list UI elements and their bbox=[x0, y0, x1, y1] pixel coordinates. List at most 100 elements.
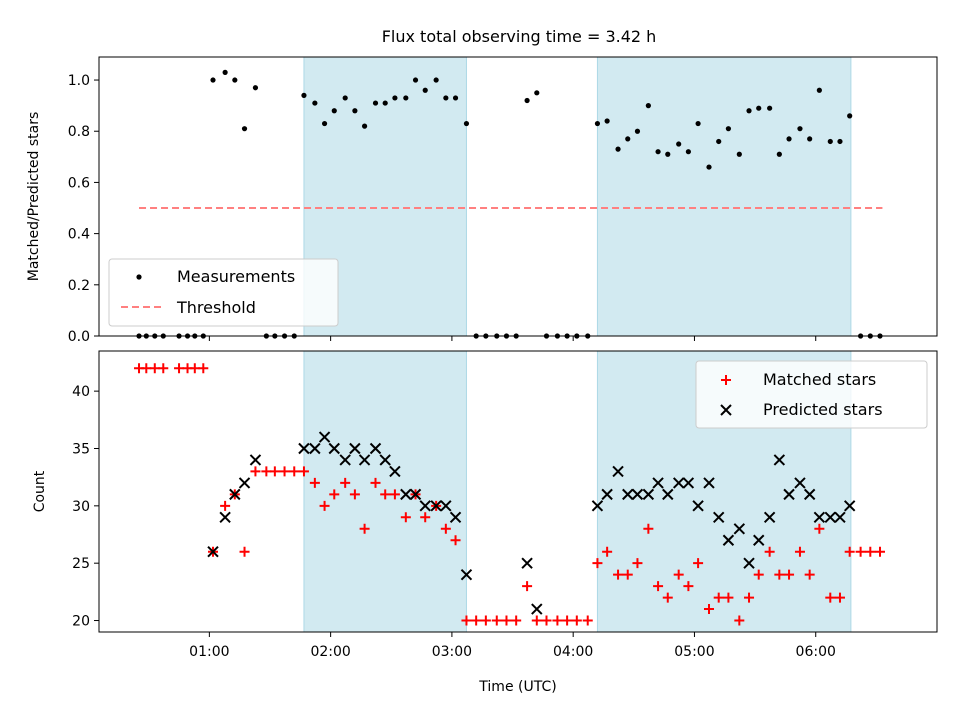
legend-measurement-marker bbox=[136, 274, 142, 280]
matched-star-point bbox=[541, 615, 552, 626]
measurement-point bbox=[222, 69, 228, 75]
matched-star-point bbox=[149, 363, 160, 374]
measurement-point bbox=[625, 136, 631, 142]
matched-star-point bbox=[461, 615, 472, 626]
matched-star-point bbox=[764, 546, 775, 557]
measurement-point bbox=[312, 100, 318, 106]
measurement-point bbox=[443, 95, 449, 101]
ratio-y-axis-label: Matched/Predicted stars bbox=[26, 112, 42, 282]
predicted-star-point bbox=[733, 523, 746, 535]
predicted-star-point bbox=[400, 488, 412, 501]
matched-star-point bbox=[158, 363, 169, 374]
measurement-point bbox=[392, 95, 398, 101]
x-tick-label: 02:00 bbox=[310, 644, 350, 660]
measurement-point bbox=[797, 126, 803, 132]
matched-star-point bbox=[683, 581, 694, 592]
measurement-point bbox=[837, 138, 843, 145]
matched-star-point bbox=[471, 615, 482, 626]
measurement-point bbox=[372, 100, 379, 106]
measurement-point bbox=[361, 123, 368, 129]
measurement-point bbox=[352, 108, 358, 114]
measurement-point bbox=[725, 126, 732, 132]
ratio-panel: 0.0 0.2 0.4 0.6 0.8 1.0 Matched/Predicted sta… bbox=[26, 56, 938, 345]
predicted-star-point bbox=[389, 465, 401, 478]
matched-star-point bbox=[370, 477, 381, 488]
measurement-point bbox=[685, 149, 691, 155]
predicted-star-point bbox=[773, 454, 786, 466]
y-tick-label: 30 bbox=[72, 499, 90, 515]
legend-threshold-label: Threshold bbox=[176, 298, 256, 317]
predicted-star-point bbox=[763, 511, 776, 524]
predicted-star-point bbox=[722, 534, 735, 546]
predicted-star-point bbox=[238, 477, 251, 489]
measurement-point bbox=[816, 87, 822, 93]
measurement-point bbox=[342, 95, 348, 101]
matched-star-point bbox=[592, 558, 603, 569]
measurement-point bbox=[615, 146, 621, 152]
x-tick-label: 06:00 bbox=[796, 644, 836, 660]
measurement-point bbox=[594, 120, 601, 127]
matched-star-point bbox=[602, 546, 613, 557]
measurement-point bbox=[807, 136, 813, 142]
matched-star-point bbox=[440, 523, 451, 534]
predicted-star-point bbox=[703, 477, 715, 489]
measurement-point bbox=[301, 92, 307, 98]
matched-star-point bbox=[653, 581, 664, 592]
measurement-point bbox=[422, 87, 428, 93]
measurement-point bbox=[452, 95, 459, 101]
matched-star-point bbox=[562, 615, 573, 626]
predicted-star-point bbox=[309, 442, 321, 455]
matched-star-point bbox=[875, 546, 886, 557]
matched-star-point bbox=[522, 581, 533, 592]
count-y-axis-label: Count bbox=[32, 470, 48, 512]
matched-star-point bbox=[329, 489, 340, 500]
predicted-star-point bbox=[652, 477, 664, 489]
predicted-star-point bbox=[369, 442, 382, 455]
predicted-star-point bbox=[794, 477, 806, 489]
predicted-star-point bbox=[662, 488, 674, 501]
ratio-legend: Measurements Threshold bbox=[108, 258, 339, 327]
predicted-star-point bbox=[521, 557, 533, 569]
measurement-point bbox=[241, 126, 248, 132]
measurement-point bbox=[645, 103, 651, 109]
count-panel: 20 25 30 35 40 01:00 02:00 03:00 04:00 05:00 06:0… bbox=[32, 350, 938, 695]
matched-star-point bbox=[744, 592, 755, 603]
matched-star-point bbox=[582, 615, 593, 626]
y-tick-label: 25 bbox=[72, 556, 90, 572]
measurement-point bbox=[252, 85, 259, 91]
matched-star-point bbox=[622, 569, 633, 580]
matched-star-point bbox=[713, 592, 724, 603]
matched-star-point bbox=[389, 489, 400, 500]
measurement-point bbox=[463, 120, 470, 127]
matched-star-point bbox=[511, 615, 522, 626]
predicted-star-point bbox=[328, 442, 340, 455]
predicted-star-point bbox=[409, 488, 422, 501]
x-tick-label: 03:00 bbox=[432, 644, 472, 660]
y-tick-label: 0.6 bbox=[68, 175, 90, 191]
matched-star-point bbox=[189, 363, 200, 374]
measurement-point bbox=[736, 151, 742, 157]
predicted-star-point bbox=[713, 511, 725, 524]
measurement-point bbox=[665, 151, 671, 157]
matched-star-point bbox=[704, 604, 715, 615]
measurement-point bbox=[524, 97, 530, 104]
x-tick-label: 01:00 bbox=[189, 644, 229, 660]
matched-star-point bbox=[239, 546, 250, 557]
measurement-point bbox=[321, 120, 328, 127]
y-tick-label: 35 bbox=[72, 441, 90, 457]
measurement-point bbox=[433, 77, 439, 83]
matched-star-point bbox=[662, 592, 673, 603]
predicted-star-point bbox=[531, 603, 543, 615]
measurement-point bbox=[756, 105, 762, 111]
predicted-star-point bbox=[249, 454, 262, 466]
predicted-star-point bbox=[318, 431, 331, 443]
matched-star-point bbox=[349, 489, 360, 500]
measurement-point bbox=[604, 118, 610, 124]
count-legend: Matched stars Predicted stars bbox=[695, 360, 928, 429]
matched-star-point bbox=[289, 466, 300, 477]
matched-star-point bbox=[269, 466, 280, 477]
y-tick-label: 20 bbox=[72, 614, 90, 630]
matched-star-point bbox=[400, 512, 411, 523]
matched-star-point bbox=[753, 569, 764, 580]
y-tick-label: 0.2 bbox=[68, 278, 90, 294]
